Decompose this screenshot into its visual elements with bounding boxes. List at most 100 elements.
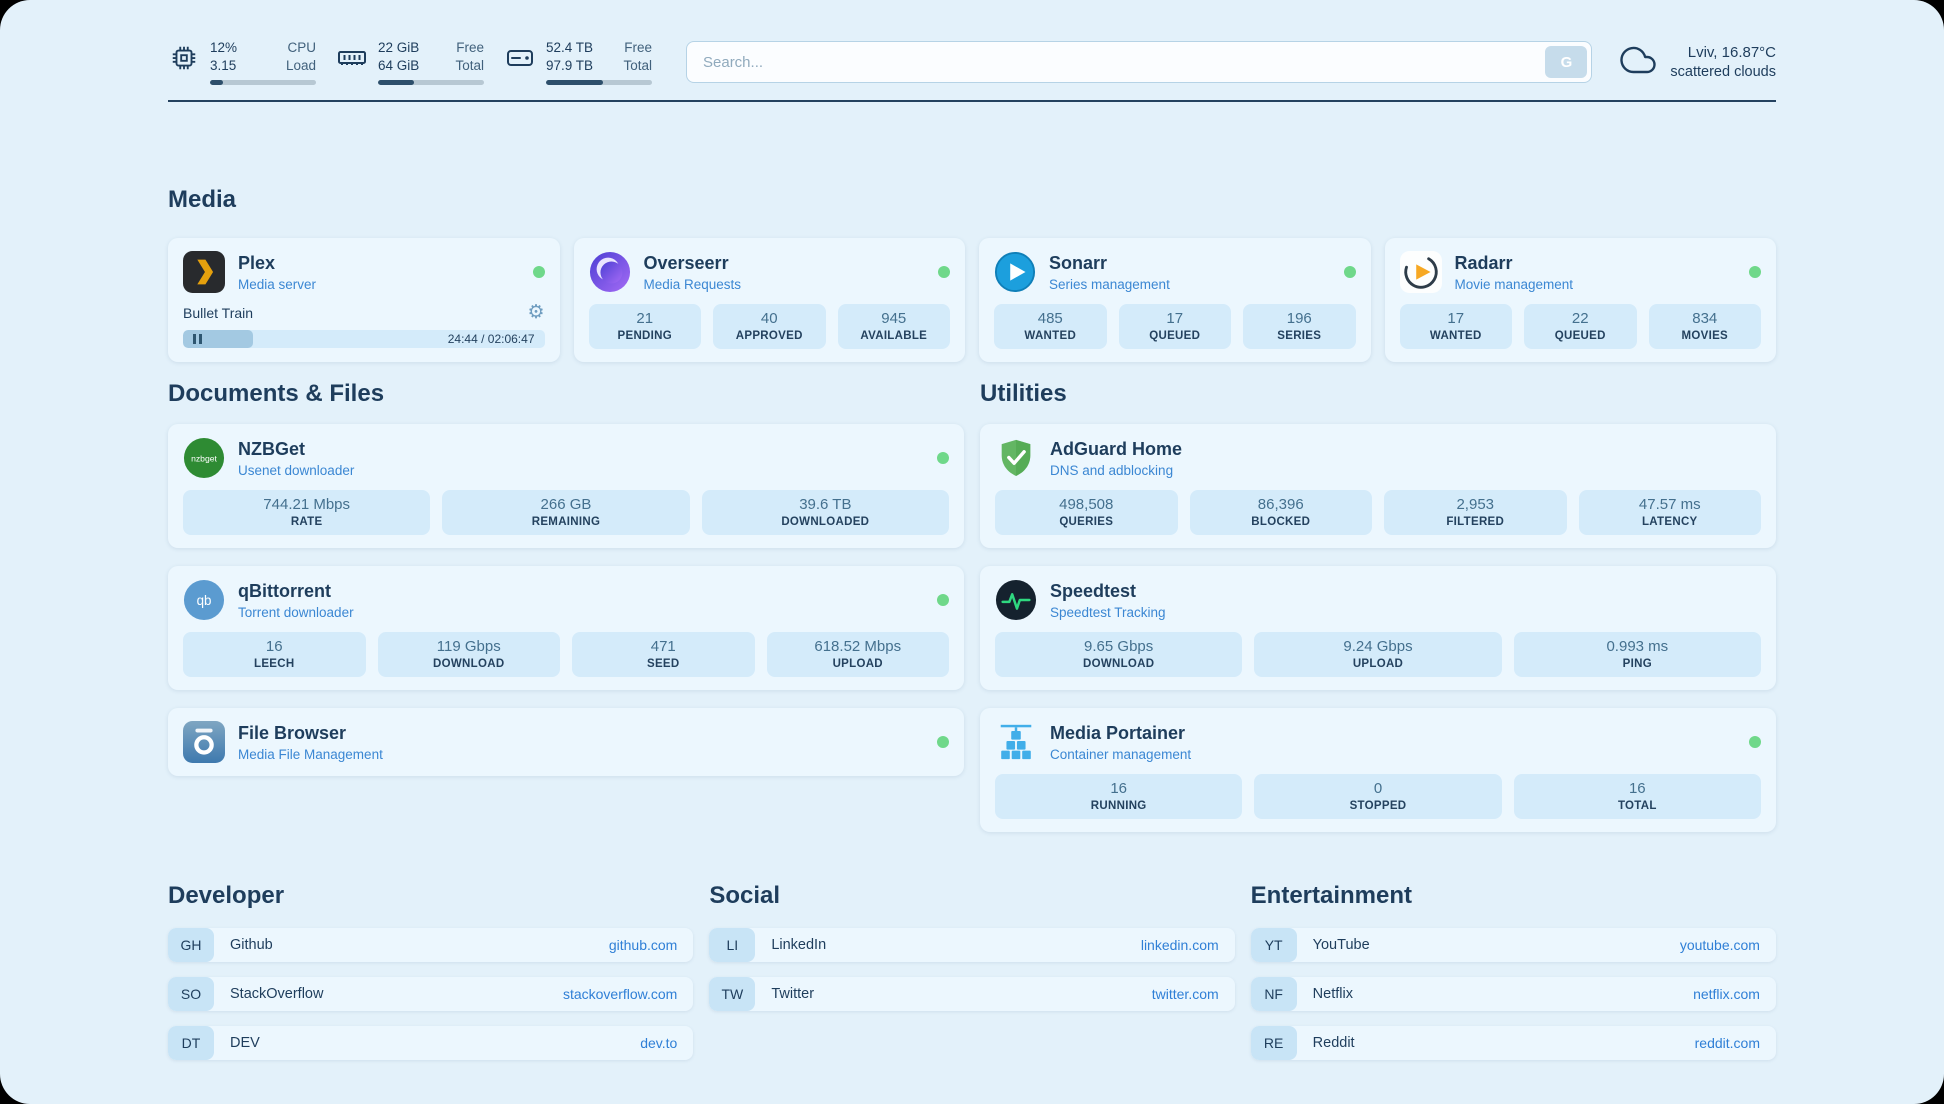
app-card-adguard[interactable]: AdGuard Home DNS and adblocking 498,508 … (980, 424, 1776, 548)
ram-total-value: 64 GiB (378, 58, 420, 73)
bookmark-twitter[interactable]: TW Twitter twitter.com (709, 977, 1235, 1011)
adguard-icon (995, 437, 1037, 479)
pause-icon[interactable] (193, 334, 202, 344)
section-documents: Documents & Files nzbget (168, 380, 964, 776)
sonarr-icon (994, 251, 1036, 293)
bookmark-url[interactable]: reddit.com (1694, 1035, 1760, 1051)
app-subtitle: Series management (1049, 276, 1170, 292)
bookmark-group-entertainment: Entertainment YT YouTube youtube.com NF … (1250, 882, 1776, 1060)
status-dot (937, 594, 949, 606)
bookmark-dev[interactable]: DT DEV dev.to (168, 1026, 694, 1060)
disk-free-value: 52.4 TB (546, 40, 594, 56)
section-title-utilities: Utilities (980, 380, 1067, 407)
stat-tile: 17 WANTED (1399, 304, 1512, 349)
gear-icon[interactable]: ⚙ (527, 302, 545, 323)
bookmark-name: LinkedIn (771, 937, 827, 953)
bookmark-name: Reddit (1312, 1035, 1355, 1051)
app-card-filebrowser[interactable]: File Browser Media File Management (168, 708, 964, 776)
bookmark-youtube[interactable]: YT YouTube youtube.com (1250, 928, 1776, 962)
bookmark-group-social: Social LI LinkedIn linkedin.com TW Twitt… (709, 882, 1235, 1011)
search: G (686, 41, 1593, 83)
bookmark-abbr: NF (1250, 977, 1297, 1011)
app-name: Plex (238, 252, 276, 273)
section-title-developer: Developer (168, 882, 285, 909)
app-name: Sonarr (1049, 252, 1108, 273)
bookmark-linkedin[interactable]: LI LinkedIn linkedin.com (709, 928, 1235, 962)
bookmark-stackoverflow[interactable]: SO StackOverflow stackoverflow.com (168, 977, 694, 1011)
app-card-speedtest[interactable]: Speedtest Speedtest Tracking 9.65 Gbps D… (980, 566, 1776, 690)
stat-tile: 0 STOPPED (1254, 774, 1502, 819)
status-dot (937, 452, 949, 464)
stat-tile: 485 WANTED (994, 304, 1107, 349)
cloud-icon (1618, 42, 1658, 83)
ram-metric: 22 GiB 64 GiB Free Total (336, 39, 484, 85)
section-title-social: Social (709, 882, 781, 909)
weather-condition: scattered clouds (1670, 64, 1776, 80)
radarr-icon (1399, 251, 1442, 293)
app-subtitle: Media Requests (643, 276, 742, 292)
stat-tile: 39.6 TB DOWNLOADED (701, 490, 949, 535)
bookmark-url[interactable]: twitter.com (1151, 986, 1219, 1002)
bookmark-url[interactable]: stackoverflow.com (562, 986, 678, 1002)
app-card-radarr[interactable]: Radarr Movie management 17 WANTED 22 QUE… (1384, 238, 1776, 362)
bookmark-abbr: RE (1250, 1026, 1297, 1060)
disk-total-label: Total (623, 58, 652, 73)
bookmark-abbr: DT (168, 1026, 214, 1060)
stat-tile: 16 RUNNING (995, 774, 1243, 819)
bookmark-url[interactable]: github.com (608, 937, 678, 953)
search-engine-button[interactable]: G (1545, 46, 1588, 78)
app-name: File Browser (238, 722, 347, 743)
stat-tile: 744.21 Mbps RATE (183, 490, 431, 535)
overseerr-icon (589, 251, 631, 293)
bookmark-github[interactable]: GH Github github.com (168, 928, 694, 962)
app-subtitle: Container management (1050, 746, 1192, 762)
stat-tile: 945 AVAILABLE (837, 304, 950, 349)
app-card-plex[interactable]: Plex Media server Bullet Train ⚙ 24:44 /… (168, 238, 560, 362)
app-card-qbittorrent[interactable]: qb qBittorrent Torrent downloader (168, 566, 964, 690)
bookmark-group-developer: Developer GH Github github.com SO StackO… (168, 882, 694, 1060)
stat-tile: 86,396 BLOCKED (1189, 490, 1372, 535)
stat-tile: 16 TOTAL (1513, 774, 1761, 819)
cpu-usage-bar (210, 79, 316, 85)
playback-progress-bar[interactable]: 24:44 / 02:06:47 (183, 330, 545, 348)
app-name: Overseerr (643, 252, 729, 273)
bookmark-abbr: GH (168, 928, 214, 962)
stat-tile: 498,508 QUERIES (995, 490, 1178, 535)
app-card-overseerr[interactable]: Overseerr Media Requests 21 PENDING 40 A… (573, 238, 965, 362)
bookmark-url[interactable]: netflix.com (1693, 986, 1760, 1002)
app-card-nzbget[interactable]: nzbget NZBGet Usenet downloader 74 (168, 424, 964, 548)
app-subtitle: Speedtest Tracking (1050, 604, 1166, 620)
status-dot (1749, 736, 1761, 748)
app-name: Radarr (1454, 252, 1513, 273)
stat-tile: 0.993 ms PING (1513, 632, 1761, 677)
status-dot (532, 266, 545, 278)
bookmark-url[interactable]: dev.to (640, 1035, 678, 1051)
qbittorrent-icon: qb (183, 579, 225, 621)
ram-icon (336, 42, 368, 74)
search-input[interactable] (686, 41, 1593, 83)
playback-time: 24:44 / 02:06:47 (447, 332, 535, 346)
app-card-sonarr[interactable]: Sonarr Series management 485 WANTED 17 Q… (979, 238, 1371, 362)
status-dot (1749, 266, 1761, 278)
bookmark-netflix[interactable]: NF Netflix netflix.com (1250, 977, 1776, 1011)
bookmark-reddit[interactable]: RE Reddit reddit.com (1250, 1026, 1776, 1060)
stat-tile: 16 LEECH (183, 632, 366, 677)
stat-tile: 834 MOVIES (1648, 304, 1761, 349)
status-dot (1343, 266, 1356, 278)
cpu-label: CPU (287, 40, 316, 56)
bookmark-abbr: SO (168, 977, 214, 1011)
stat-tile: 618.52 Mbps UPLOAD (766, 632, 949, 677)
app-card-portainer[interactable]: Media Portainer Container management 16 … (980, 708, 1776, 832)
weather-location: Lviv, 16.87°C (1687, 44, 1776, 61)
bookmark-url[interactable]: youtube.com (1679, 937, 1760, 953)
ram-free-value: 22 GiB (378, 40, 420, 56)
bookmark-abbr: TW (709, 977, 756, 1011)
playback-progress-fill (183, 330, 254, 348)
bookmark-url[interactable]: linkedin.com (1140, 937, 1219, 953)
app-subtitle: Torrent downloader (238, 604, 354, 620)
stat-tile: 2,953 FILTERED (1384, 490, 1567, 535)
section-title-entertainment: Entertainment (1250, 882, 1413, 909)
app-subtitle: Media server (238, 276, 317, 292)
stat-tile: 21 PENDING (588, 304, 701, 349)
status-dot (938, 266, 950, 278)
